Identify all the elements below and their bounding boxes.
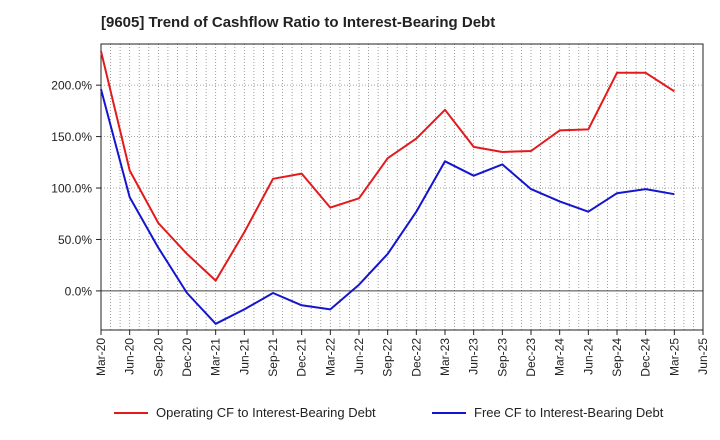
chart-title: [9605] Trend of Cashflow Ratio to Intere… [101, 14, 496, 31]
legend-swatch-operating [114, 411, 148, 414]
axes [96, 43, 704, 335]
x-tick-label: Dec-21 [295, 338, 309, 377]
x-tick-label: Mar-24 [553, 338, 567, 376]
legend-label-free: Free CF to Interest-Bearing Debt [474, 405, 664, 420]
gridlines [101, 44, 703, 330]
legend-item-free: Free CF to Interest-Bearing Debt [432, 405, 663, 420]
legend-item-operating: Operating CF to Interest-Bearing Debt [114, 405, 376, 420]
x-tick-label: Mar-20 [94, 338, 108, 376]
legend: Operating CF to Interest-Bearing Debt Fr… [0, 405, 720, 425]
y-tick-label: 100.0% [51, 182, 92, 196]
legend-label-operating: Operating CF to Interest-Bearing Debt [156, 405, 376, 420]
x-tick-label: Mar-23 [438, 338, 452, 376]
x-tick-label: Jun-20 [123, 338, 137, 375]
x-tick-label: Jun-25 [696, 338, 710, 375]
x-tick-label: Mar-25 [667, 338, 681, 376]
series-lines [100, 50, 675, 325]
legend-swatch-free [432, 411, 466, 414]
y-tick-label: 0.0% [65, 284, 93, 298]
y-tick-label: 150.0% [51, 130, 92, 144]
y-tick-label: 50.0% [58, 233, 92, 247]
line-chart: Mar-20 Jun-20 Sep-20 Dec-20 Mar-21 Jun-21 Sep-… [51, 43, 710, 377]
free-cf-line [100, 89, 675, 325]
x-tick-label: Sep-22 [381, 338, 395, 377]
x-tick-label: Dec-20 [180, 338, 194, 377]
x-tick-label: Dec-22 [409, 338, 423, 377]
x-tick-label: Jun-23 [467, 338, 481, 375]
x-tick-label: Jun-24 [581, 338, 595, 375]
x-tick-label: Jun-22 [352, 338, 366, 375]
x-tick-label: Mar-21 [209, 338, 223, 376]
plot-frame [100, 43, 704, 331]
x-tick-label: Mar-22 [323, 338, 337, 376]
x-tick-label: Sep-23 [495, 338, 509, 377]
x-tick-label: Sep-24 [610, 338, 624, 377]
operating-cf-line [100, 50, 675, 282]
x-tick-label: Jun-21 [237, 338, 251, 375]
x-tick-label: Dec-23 [524, 338, 538, 377]
x-tick-label: Sep-20 [151, 338, 165, 377]
y-tick-label: 200.0% [51, 79, 92, 93]
x-tick-label: Dec-24 [639, 338, 653, 377]
tick-labels: Mar-20 Jun-20 Sep-20 Dec-20 Mar-21 Jun-21 Sep-… [51, 79, 710, 377]
x-tick-label: Sep-21 [266, 338, 280, 377]
